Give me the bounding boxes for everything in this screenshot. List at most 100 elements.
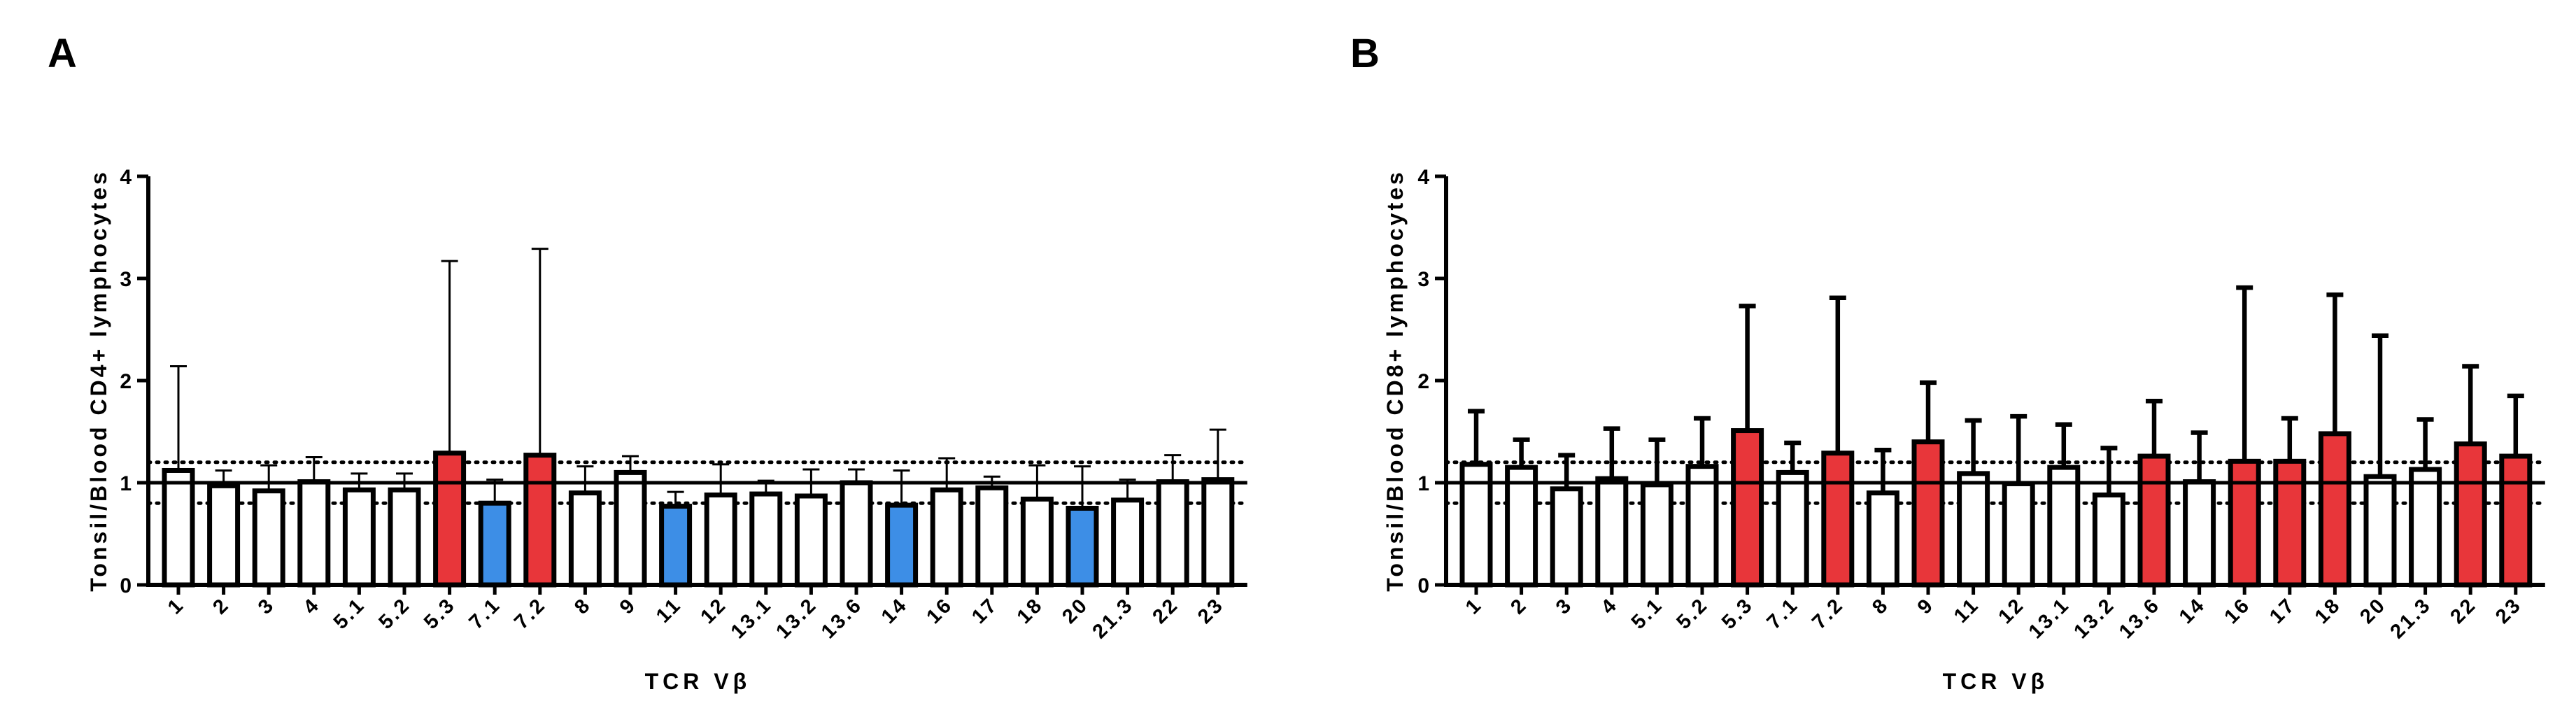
bar bbox=[2499, 453, 2533, 588]
x-tick-label: 13.6 bbox=[2115, 593, 2165, 643]
x-tick-label: 13.1 bbox=[727, 593, 777, 643]
x-tick-label: 5.1 bbox=[330, 593, 370, 634]
x-tick-label: 9 bbox=[616, 593, 641, 618]
bar bbox=[2228, 458, 2261, 588]
x-tick-label: 18 bbox=[2311, 593, 2346, 628]
y-tick-label: 0 bbox=[1417, 574, 1429, 597]
bar bbox=[2273, 458, 2307, 588]
x-tick-label: 2 bbox=[1506, 593, 1531, 618]
bar bbox=[1911, 439, 1945, 588]
bar bbox=[2183, 479, 2216, 588]
x-tick-label: 22 bbox=[1148, 593, 1183, 628]
x-tick-label: 13.2 bbox=[772, 593, 821, 643]
x-tick-label: 17 bbox=[968, 593, 1003, 628]
x-axis-title: TCR Vβ bbox=[645, 669, 751, 694]
bar bbox=[2137, 453, 2171, 588]
x-tick-label: 8 bbox=[1868, 593, 1893, 618]
bar bbox=[388, 487, 421, 588]
y-tick-label: 2 bbox=[1417, 370, 1429, 393]
bar bbox=[1731, 428, 1764, 588]
x-tick-label: 14 bbox=[2175, 593, 2210, 628]
bar bbox=[1201, 477, 1235, 588]
x-tick-label: 8 bbox=[570, 593, 595, 618]
bar bbox=[1020, 496, 1054, 588]
bar bbox=[2318, 431, 2351, 588]
x-tick-label: 4 bbox=[1597, 593, 1622, 618]
bar bbox=[342, 487, 376, 588]
bar bbox=[1957, 471, 1990, 588]
x-tick-label: 23 bbox=[2491, 593, 2526, 628]
bar bbox=[975, 485, 1009, 588]
x-tick-label: 11 bbox=[1950, 593, 1984, 628]
x-tick-label: 5.2 bbox=[1672, 593, 1713, 634]
bar bbox=[840, 480, 873, 588]
x-tick-label: 3 bbox=[1552, 593, 1577, 618]
x-axis-title: TCR Vβ bbox=[1943, 669, 2049, 694]
bar bbox=[2363, 474, 2397, 588]
y-tick-label: 0 bbox=[120, 574, 132, 597]
bar bbox=[2047, 465, 2081, 588]
bar bbox=[749, 491, 783, 588]
x-tick-label: 17 bbox=[2265, 593, 2300, 628]
y-axis-title: Tonsil/Blood CD4+ lymphocytes bbox=[86, 169, 111, 591]
x-tick-label: 3 bbox=[254, 593, 279, 618]
bar bbox=[2409, 467, 2442, 588]
bar bbox=[2092, 493, 2125, 588]
bar bbox=[659, 504, 693, 588]
bar bbox=[1821, 451, 1855, 588]
x-tick-label: 5.2 bbox=[374, 593, 415, 634]
x-tick-label: 4 bbox=[299, 593, 325, 618]
bar bbox=[1866, 490, 1899, 588]
x-tick-label: 7.1 bbox=[1763, 593, 1804, 634]
x-tick-label: 9 bbox=[1913, 593, 1939, 618]
y-tick-label: 4 bbox=[120, 166, 132, 189]
y-tick-label: 2 bbox=[120, 370, 132, 393]
bar bbox=[1776, 469, 1809, 588]
bar bbox=[1505, 465, 1538, 588]
bar bbox=[930, 487, 963, 588]
bar bbox=[1156, 479, 1189, 588]
y-axis-title: Tonsil/Blood CD8+ lymphocytes bbox=[1382, 169, 1408, 591]
x-tick-label: 7.2 bbox=[1808, 593, 1848, 634]
y-tick-label: 1 bbox=[1417, 472, 1429, 495]
bar bbox=[885, 502, 919, 588]
bar bbox=[568, 490, 602, 588]
bar bbox=[614, 469, 647, 588]
bar bbox=[1595, 476, 1629, 588]
bar bbox=[1550, 486, 1583, 588]
x-tick-label: 2 bbox=[208, 593, 234, 618]
x-tick-label: 21.3 bbox=[2386, 593, 2436, 643]
x-tick-label: 12 bbox=[1994, 593, 2029, 628]
y-tick-label: 3 bbox=[120, 268, 132, 291]
bar bbox=[478, 500, 511, 588]
x-tick-label: 7.1 bbox=[465, 593, 506, 634]
x-tick-label: 11 bbox=[652, 593, 686, 628]
x-tick-label: 12 bbox=[696, 593, 731, 628]
bar bbox=[1066, 506, 1099, 588]
x-tick-label: 13.2 bbox=[2069, 593, 2119, 643]
x-tick-label: 14 bbox=[877, 593, 912, 628]
y-tick-label: 4 bbox=[1417, 166, 1429, 189]
bar bbox=[1111, 497, 1145, 588]
x-tick-label: 23 bbox=[1194, 593, 1229, 628]
bar bbox=[523, 453, 557, 588]
bar bbox=[162, 467, 195, 588]
bar bbox=[704, 493, 737, 588]
x-tick-label: 7.2 bbox=[510, 593, 551, 634]
x-tick-label: 5.3 bbox=[1718, 593, 1758, 634]
bar bbox=[297, 479, 331, 588]
bar bbox=[252, 488, 285, 588]
y-tick-label: 3 bbox=[1417, 268, 1429, 291]
bar bbox=[794, 493, 828, 588]
bar bbox=[433, 451, 467, 588]
bar bbox=[207, 483, 241, 588]
x-tick-label: 18 bbox=[1013, 593, 1048, 628]
x-tick-label: 20 bbox=[1058, 593, 1093, 628]
x-tick-label: 20 bbox=[2356, 593, 2391, 628]
x-tick-label: 22 bbox=[2446, 593, 2481, 628]
bar bbox=[2454, 441, 2487, 588]
panel-letter: B bbox=[1350, 31, 1380, 76]
